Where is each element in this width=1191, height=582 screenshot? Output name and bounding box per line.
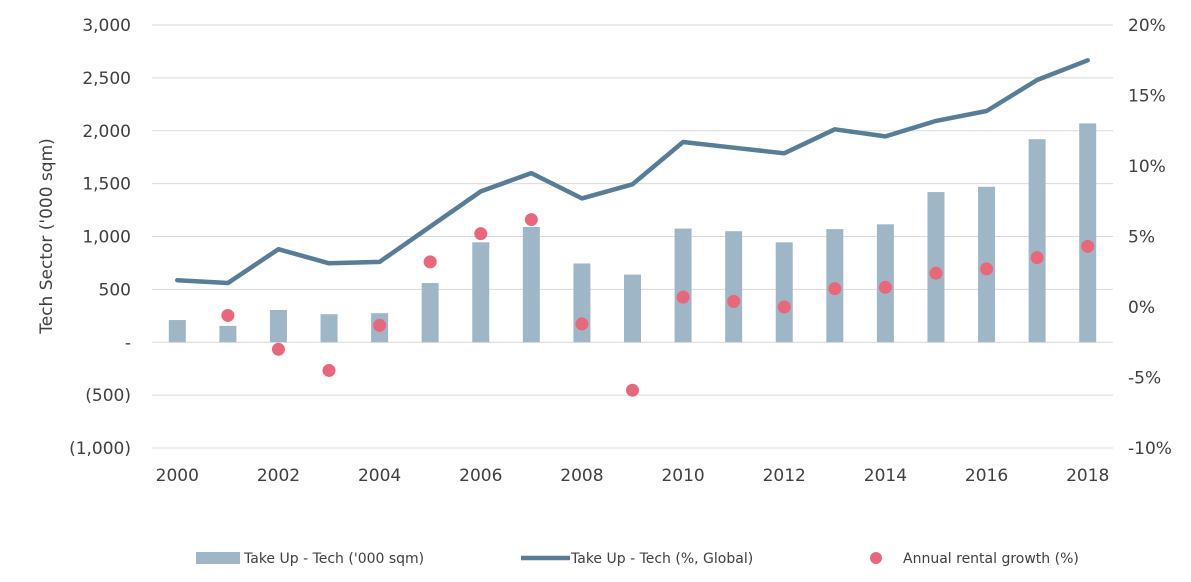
bar-2000 [168,320,186,343]
legend-label-bar: Take Up - Tech ('000 sqm) [243,551,424,567]
y-axis-right: -10% -5% 0% 5% 10% 15% 20% [1128,16,1172,459]
y2-tick-label: -5% [1128,369,1161,389]
legend: Take Up - Tech ('000 sqm) Take Up - Tech… [196,551,1079,567]
dot-2016 [980,262,994,276]
y-tick-label: 3,000 [82,16,131,36]
scatter-series [221,213,1095,397]
x-tick-label: 2000 [156,466,199,486]
bar-2018 [1079,123,1097,343]
y2-tick-label: -10% [1128,439,1172,459]
x-tick-label: 2002 [257,466,300,486]
bar-2007 [522,226,540,343]
x-tick-label: 2016 [965,466,1008,486]
x-tick-label: 2010 [661,466,704,486]
line-series [175,58,1090,286]
bar-series [168,123,1097,343]
x-tick-label: 2012 [763,466,806,486]
legend-label-dot: Annual rental growth (%) [903,551,1079,567]
y-tick-label: 500 [99,280,131,300]
bar-2010 [674,228,692,343]
bar-2006 [472,242,490,343]
y-tick-label: - [125,333,131,353]
bar-2017 [1028,139,1046,343]
dot-2006 [474,227,488,241]
y2-tick-label: 0% [1128,298,1155,318]
y-tick-label: 1,000 [82,228,131,248]
x-axis: 2000 2002 2004 2006 2008 2010 2012 2014 2016 2018 [156,466,1110,486]
y2-tick-label: 20% [1128,16,1166,36]
dot-2017 [1030,251,1044,265]
dot-2015 [929,266,943,280]
y-tick-label: 2,000 [82,122,131,142]
bar-2012 [775,242,793,343]
dot-2013 [828,282,842,296]
dot-2007 [524,213,538,227]
y2-tick-label: 5% [1128,228,1155,248]
legend-swatch-dot [870,552,882,564]
y-tick-label: (500) [85,386,131,406]
x-tick-label: 2008 [560,466,603,486]
y-tick-label: 2,500 [82,69,131,89]
dot-2002 [271,342,285,356]
bar-2003 [320,314,338,343]
dot-2004 [373,318,387,332]
dot-2008 [575,317,589,331]
dot-2009 [626,383,639,397]
dot-2010 [676,290,690,304]
bar-2001 [219,325,237,343]
x-tick-label: 2018 [1066,466,1109,486]
dot-2001 [221,308,235,322]
dot-2012 [777,300,791,314]
y-tick-label: (1,000) [69,439,131,459]
x-tick-label: 2004 [358,466,401,486]
y-axis-label: Tech Sector ('000 sqm) [37,138,57,335]
x-tick-label: 2006 [459,466,502,486]
y-tick-label: 1,500 [82,175,131,195]
bar-2002 [269,309,287,343]
legend-label-line: Take Up - Tech (%, Global) [570,551,753,567]
y2-tick-label: 10% [1128,157,1166,177]
bar-2011 [725,231,743,343]
bar-2005 [421,283,439,343]
dot-2014 [878,280,892,294]
y-axis-left: (1,000) (500) - 500 1,000 1,500 2,000 2,500 3,00… [69,16,131,459]
dot-2005 [423,255,437,269]
dot-2011 [727,294,741,308]
y2-tick-label: 15% [1128,87,1166,107]
bar-2008 [573,263,591,343]
bar-2009 [624,274,641,343]
dot-2018 [1081,239,1095,253]
dot-2003 [322,363,336,377]
x-tick-label: 2014 [864,466,907,486]
legend-swatch-bar [196,552,240,564]
